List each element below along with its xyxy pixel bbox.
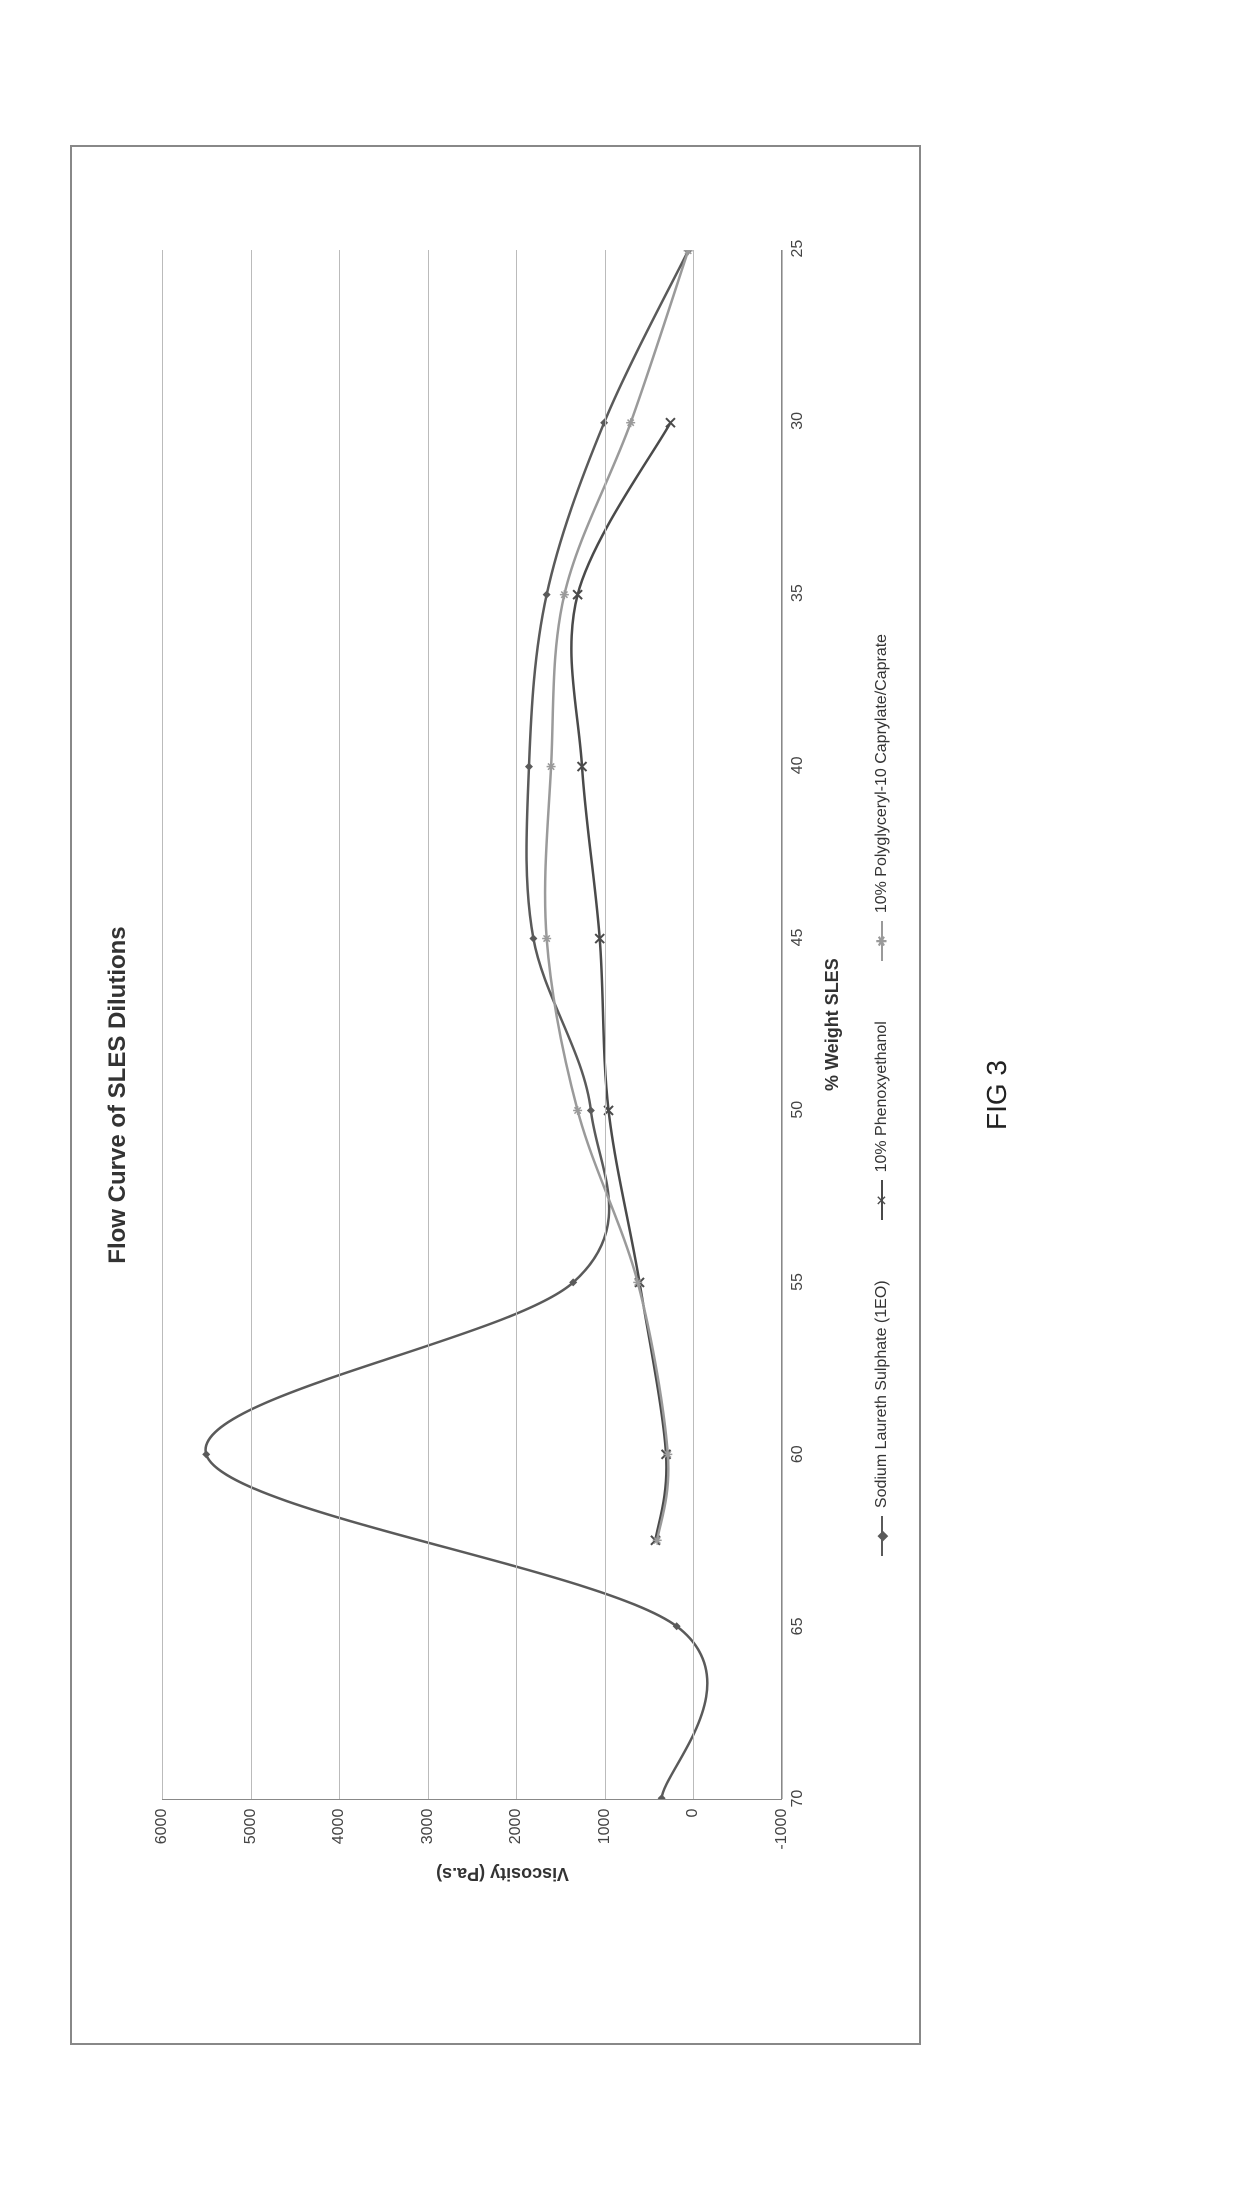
legend-item: ✕ 10% Phenoxyethanol [873,1021,891,1220]
legend-marker-icon: ◆ [874,1530,891,1541]
x-tick-label: 45 [781,928,807,946]
grid-line [251,249,252,1798]
y-tick-label: 6000 [153,1798,171,1844]
y-tick-label: 0 [684,1798,702,1817]
y-tick-label: 5000 [242,1798,260,1844]
legend-item: ◆ Sodium Laureth Sulphate (1EO) [873,1280,891,1556]
legend-label: 10% Phenoxyethanol [873,1021,891,1172]
chart-container: Flow Curve of SLES Dilutions Viscosity (… [84,159,907,2031]
legend-item: ✱ 10% Polyglyceryl-10 Caprylate/Caprate [873,633,891,960]
x-axis-label: % Weight SLES [822,249,843,1799]
y-axis-label: Viscosity (Pa.s) [436,1863,569,1884]
chart-svg-layer [162,249,781,1798]
x-tick-label: 35 [781,584,807,602]
grid-line [428,249,429,1798]
legend-line-icon: ✱ [881,921,884,961]
x-tick-label: 25 [781,239,807,257]
grid-line [782,249,783,1798]
legend-line-icon: ◆ [881,1516,884,1556]
grid-line [693,249,694,1798]
y-tick-label: 1000 [596,1798,614,1844]
y-tick-label: 2000 [507,1798,525,1844]
legend-line-icon: ✕ [881,1180,884,1220]
chart-outer-border: Flow Curve of SLES Dilutions Viscosity (… [70,145,921,2045]
x-tick-label: 65 [781,1617,807,1635]
legend-label: 10% Polyglyceryl-10 Caprylate/Caprate [873,633,891,912]
legend-marker-icon: ✕ [874,1194,891,1206]
plot-area: -100001000200030004000500060007065605550… [162,249,782,1799]
grid-line [605,249,606,1798]
figure-label: FIG 3 [981,1060,1013,1130]
y-tick-label: 4000 [330,1798,348,1844]
legend-marker-icon: ✱ [874,935,891,947]
grid-line [162,249,163,1798]
chart-legend: ◆ Sodium Laureth Sulphate (1EO) ✕ 10% Pheno… [873,633,907,1555]
y-tick-label: 3000 [419,1798,437,1844]
page-wrap: Flow Curve of SLES Dilutions Viscosity (… [70,95,1170,2095]
grid-line [516,249,517,1798]
grid-line [339,249,340,1798]
plot-wrap: -100001000200030004000500060007065605550… [162,249,843,1799]
x-tick-label: 55 [781,1273,807,1291]
x-tick-label: 40 [781,756,807,774]
x-tick-label: 70 [781,1789,807,1807]
legend-label: Sodium Laureth Sulphate (1EO) [873,1280,891,1508]
x-tick-label: 30 [781,411,807,429]
x-tick-label: 50 [781,1100,807,1118]
chart-title: Flow Curve of SLES Dilutions [104,926,132,1263]
chart-body: Viscosity (Pa.s) -1000010002000300040005… [162,249,843,1940]
x-tick-label: 60 [781,1445,807,1463]
